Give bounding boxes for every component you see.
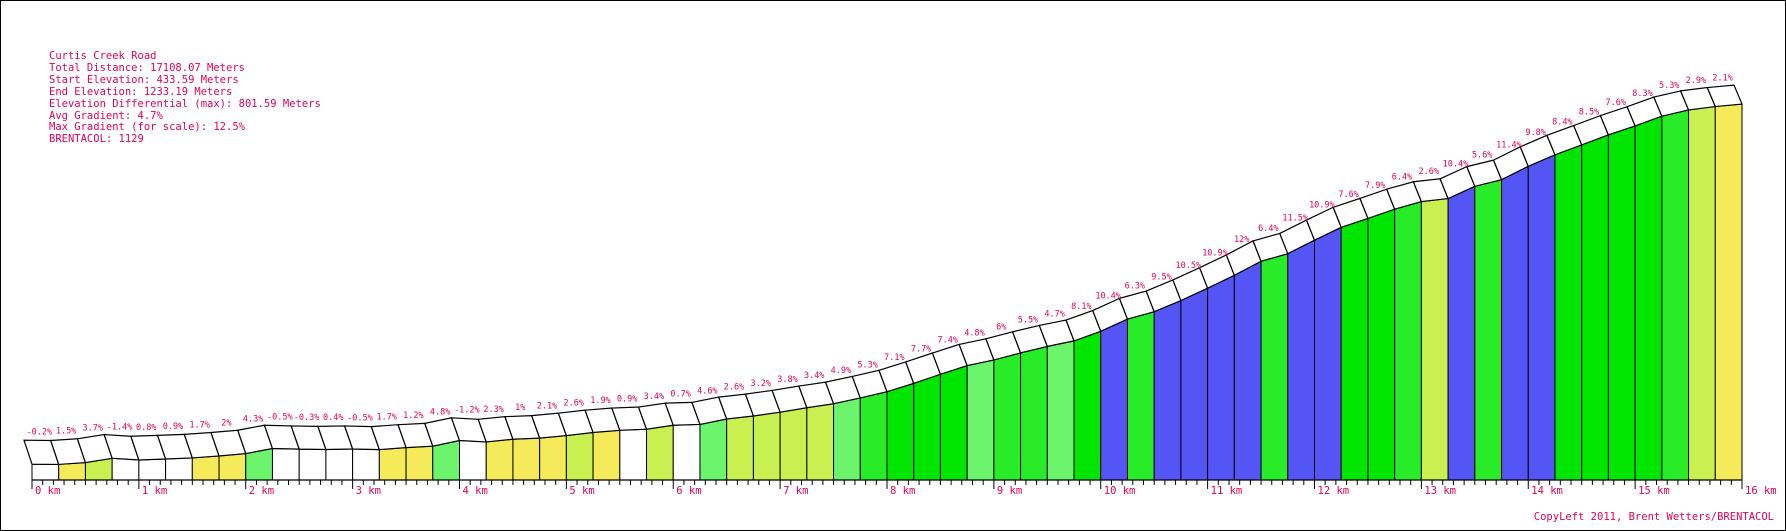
x-tick-label: 10 km <box>1104 485 1136 497</box>
grade-label: 7.1% <box>884 353 904 363</box>
grade-label: 1% <box>515 403 525 413</box>
grade-label: 0.4% <box>323 413 343 423</box>
stat-end-elevation: End Elevation: 1233.19 Meters <box>49 85 233 98</box>
grade-label: 5.3% <box>1659 81 1679 91</box>
stat-elevation-differential: Elevation Differential (max): 801.59 Met… <box>49 97 321 110</box>
route-stats: Curtis Creek Road Total Distance: 17108.… <box>49 50 321 146</box>
grade-label: 0.8% <box>136 423 156 433</box>
stat-start-elevation: Start Elevation: 433.59 Meters <box>49 73 239 86</box>
grade-label: -0.5% <box>267 413 293 423</box>
grade-label: 2.6% <box>563 399 583 409</box>
x-tick-label: 15 km <box>1638 485 1670 497</box>
grade-label: 6.4% <box>1392 172 1412 182</box>
grade-label: 10.4% <box>1095 291 1121 301</box>
grade-label: 6% <box>996 322 1006 332</box>
grade-label: 6.3% <box>1125 282 1145 292</box>
x-tick-label: 11 km <box>1211 485 1243 497</box>
grade-label: 7.6% <box>1606 98 1626 108</box>
grade-label: 4.3% <box>243 415 263 425</box>
x-tick-label: 4 km <box>463 485 488 497</box>
ribbon-segment <box>1706 84 1743 108</box>
grade-label: 5.3% <box>857 360 877 370</box>
grade-label: 10.9% <box>1309 201 1335 211</box>
x-tick-label: 13 km <box>1424 485 1456 497</box>
x-tick-label: 0 km <box>35 485 60 497</box>
grade-label: 2.3% <box>483 405 503 415</box>
grade-label: 1.7% <box>376 413 396 423</box>
grade-label: 9.8% <box>1525 128 1545 138</box>
grade-label: 4.7% <box>1044 310 1064 320</box>
grade-label: -0.5% <box>347 413 373 423</box>
grade-label: -0.3% <box>294 413 320 423</box>
x-tick-label: 6 km <box>676 485 701 497</box>
grade-label: 5.6% <box>1472 150 1492 160</box>
grade-label: 9.5% <box>1151 272 1171 282</box>
grade-label: 11.4% <box>1496 140 1522 150</box>
grade-label: 7.7% <box>911 344 931 354</box>
grade-label: -0.2% <box>27 427 53 437</box>
stat-brentacol: BRENTACOL: 1129 <box>49 133 144 146</box>
grade-label: 8.1% <box>1071 302 1091 312</box>
stat-total-distance: Total Distance: 17108.07 Meters <box>49 61 245 74</box>
grade-label: 7.4% <box>938 336 958 346</box>
grade-label: 8.3% <box>1632 89 1652 99</box>
x-tick-label: 3 km <box>356 485 381 497</box>
x-tick-label: 7 km <box>783 485 808 497</box>
grade-label: 5.5% <box>1018 316 1038 326</box>
grade-label: 2.1% <box>537 401 557 411</box>
grade-label: 2% <box>221 418 231 428</box>
grade-label: 2.6% <box>1418 167 1438 177</box>
grade-label: 0.9% <box>163 422 183 432</box>
grade-label: 7.9% <box>1365 181 1385 191</box>
x-tick-label: 2 km <box>249 485 274 497</box>
x-tick-label: 14 km <box>1531 485 1563 497</box>
grade-label: 6.4% <box>1258 224 1278 234</box>
x-tick-label: 12 km <box>1318 485 1350 497</box>
grade-label: 3.4% <box>644 392 664 402</box>
grade-label: 11.5% <box>1282 214 1308 224</box>
grade-label: 8.5% <box>1579 108 1599 118</box>
grade-label: 10.9% <box>1202 248 1228 258</box>
grade-label: 4.8% <box>964 329 984 339</box>
grade-label: -1.2% <box>454 406 480 416</box>
grade-label: 3.8% <box>777 375 797 385</box>
grade-label: 4.6% <box>697 387 717 397</box>
x-tick-label: 16 km <box>1745 485 1777 497</box>
grade-label: 2.1% <box>1712 73 1732 83</box>
x-tick-label: 5 km <box>569 485 594 497</box>
grade-label: 1.9% <box>590 396 610 406</box>
grade-label: -1.4% <box>107 422 133 432</box>
grade-label: 2.6% <box>724 383 744 393</box>
grade-label: 1.2% <box>403 411 423 421</box>
x-tick-label: 8 km <box>890 485 915 497</box>
grade-label: 1.5% <box>56 427 76 437</box>
grade-label: 3.4% <box>804 371 824 381</box>
grade-label: 3.2% <box>751 379 771 389</box>
grade-label: 12% <box>1234 235 1249 245</box>
x-tick-label: 1 km <box>142 485 167 497</box>
grade-label: 4.8% <box>430 408 450 418</box>
grade-label: 10.4% <box>1443 160 1469 170</box>
stat-avg-gradient: Avg Gradient: 4.7% <box>49 109 163 122</box>
grade-label: 7.6% <box>1338 190 1358 200</box>
x-tick-label: 9 km <box>997 485 1022 497</box>
grade-label: 4.9% <box>831 366 851 376</box>
grade-label: 3.7% <box>83 424 103 434</box>
copyright-footer: CopyLeft 2011, Brent Wetters/BRENTACOL <box>1533 511 1774 523</box>
grade-label: 0.9% <box>617 395 637 405</box>
grade-label: 2.9% <box>1686 76 1706 86</box>
chart-title: Curtis Creek Road <box>49 50 157 62</box>
stat-max-gradient: Max Gradient (for scale): 12.5% <box>49 121 245 134</box>
grade-label: 8.4% <box>1552 117 1572 127</box>
grade-label: 0.7% <box>670 390 690 400</box>
grade-label: 10.5% <box>1175 261 1201 271</box>
grade-label: 1.7% <box>189 420 209 430</box>
